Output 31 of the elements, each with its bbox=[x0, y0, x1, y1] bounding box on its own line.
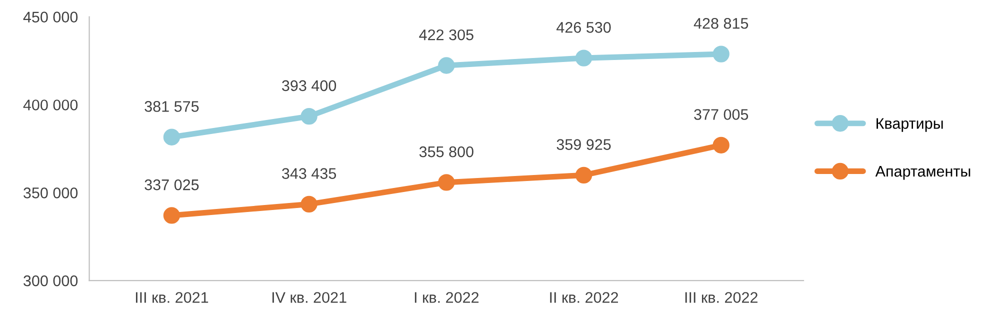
data-label: 426 530 bbox=[556, 22, 611, 33]
point bbox=[712, 136, 730, 154]
point bbox=[300, 196, 318, 213]
y-tick-label: 450 000 bbox=[23, 12, 78, 22]
data-label: 359 925 bbox=[556, 139, 611, 150]
data-label: 337 025 bbox=[144, 179, 199, 190]
y-tick-label: 400 000 bbox=[23, 100, 78, 110]
legend-label: Квартиры bbox=[876, 118, 943, 132]
y-tick-label: 300 000 bbox=[24, 275, 78, 286]
x-tick-label: II кв. 2022 bbox=[550, 292, 618, 303]
data-label: 422 305 bbox=[419, 29, 474, 40]
data-label: 381 575 bbox=[144, 101, 199, 112]
point bbox=[712, 46, 730, 62]
x-tick-label: III кв. 2021 bbox=[136, 292, 208, 303]
point bbox=[438, 174, 455, 191]
data-label: 343 435 bbox=[282, 168, 336, 179]
legend-label: Апартаменты bbox=[875, 166, 970, 180]
data-label: 377 005 bbox=[694, 109, 748, 120]
data-label: 428 815 bbox=[694, 18, 748, 29]
point bbox=[575, 166, 592, 184]
point bbox=[300, 108, 318, 125]
point bbox=[438, 57, 455, 74]
x-tick-label: I кв. 2022 bbox=[414, 292, 479, 303]
x-tick-label: III кв. 2022 bbox=[685, 292, 758, 303]
data-label: 355 800 bbox=[419, 146, 474, 158]
point bbox=[575, 50, 592, 66]
x-tick-label: IV кв. 2021 bbox=[272, 292, 346, 303]
point bbox=[163, 128, 180, 146]
y-tick-label: 350 000 bbox=[24, 188, 78, 198]
point bbox=[163, 207, 180, 224]
data-label: 393 400 bbox=[282, 80, 336, 92]
